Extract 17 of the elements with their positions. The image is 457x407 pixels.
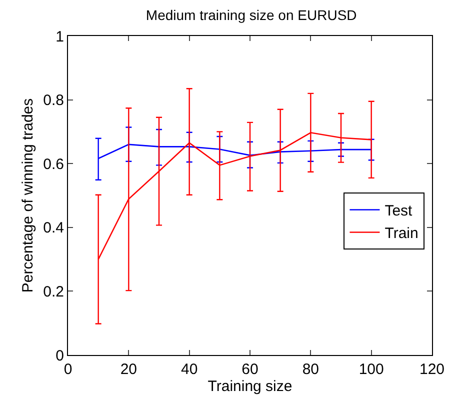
y-tick-label: 0.6 — [43, 156, 64, 173]
legend-label: Train — [384, 225, 418, 242]
x-tick-label: 100 — [358, 361, 384, 378]
x-tick-label: 80 — [302, 361, 320, 378]
y-tick-label: 1 — [56, 28, 64, 46]
x-tick-label: 120 — [419, 361, 445, 378]
legend-label: Test — [384, 202, 414, 220]
x-axis-title: Training size — [208, 378, 292, 395]
y-tick-label: 0 — [56, 347, 64, 364]
y-axis-title: Percentage of winning trades — [19, 98, 36, 293]
x-tick-label: 40 — [180, 361, 198, 378]
x-tick-label: 60 — [242, 361, 258, 378]
y-tick-label: 0.8 — [43, 92, 64, 110]
y-tick-label: 0.4 — [43, 220, 64, 237]
chart-title: Medium training size on EURUSD — [146, 6, 357, 23]
x-tick-label: 20 — [120, 361, 138, 378]
y-tick-label: 0.2 — [43, 283, 64, 300]
